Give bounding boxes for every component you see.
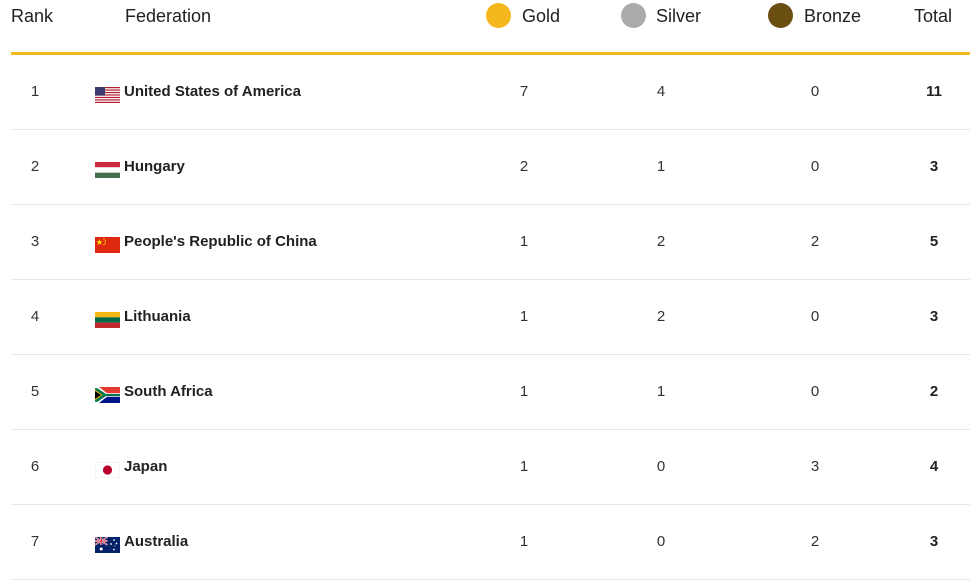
silver-count: 4 (656, 83, 666, 100)
bronze-count: 0 (810, 308, 820, 325)
table-row[interactable]: 7 Australia 1 0 (11, 505, 970, 580)
bronze-medal-icon (768, 3, 793, 28)
rank-cell: 1 (30, 83, 40, 100)
federation-header[interactable]: Federation (125, 6, 212, 26)
lithuania-flag-icon (95, 312, 120, 328)
usa-flag-icon (95, 87, 120, 103)
table-row[interactable]: 4 Lithuania 1 2 0 3 (11, 280, 970, 355)
australia-flag-icon (95, 537, 120, 553)
total-count: 3 (929, 158, 939, 175)
rank-cell: 3 (30, 233, 40, 250)
silver-count: 0 (656, 533, 666, 550)
silver-count: 2 (656, 308, 666, 325)
bronze-count: 0 (810, 83, 820, 100)
table-row[interactable]: 6 Japan 1 0 3 4 (11, 430, 970, 505)
south-africa-flag-icon (95, 387, 120, 403)
total-count: 5 (929, 233, 939, 250)
total-count: 4 (929, 458, 939, 475)
table-row[interactable]: 3 People's Republic of China 1 2 2 5 (11, 205, 970, 280)
total-count: 3 (929, 533, 939, 550)
japan-flag-icon (95, 462, 120, 478)
bronze-count: 3 (810, 458, 820, 475)
hungary-flag-icon (95, 162, 120, 178)
medal-table: Rank Federation Gold Silver Bronze Total… (11, 0, 970, 580)
total-count: 3 (929, 308, 939, 325)
silver-header[interactable]: Silver (656, 6, 702, 26)
federation-name[interactable]: Australia (124, 533, 189, 550)
silver-count: 2 (656, 233, 666, 250)
rank-cell: 4 (30, 308, 40, 325)
rank-cell: 2 (30, 158, 40, 175)
gold-medal-icon (486, 3, 511, 28)
gold-count: 1 (519, 533, 529, 550)
bronze-count: 2 (810, 233, 820, 250)
china-flag-icon (95, 237, 120, 253)
gold-count: 1 (519, 383, 529, 400)
rank-header[interactable]: Rank (11, 6, 54, 26)
bronze-count: 2 (810, 533, 820, 550)
gold-count: 1 (519, 233, 529, 250)
table-header: Rank Federation Gold Silver Bronze Total (11, 0, 970, 55)
gold-count: 2 (519, 158, 529, 175)
rank-cell: 7 (30, 533, 40, 550)
table-row[interactable]: 2 Hungary 2 1 0 3 (11, 130, 970, 205)
silver-count: 1 (656, 158, 666, 175)
bronze-header[interactable]: Bronze (804, 6, 862, 26)
total-count: 2 (929, 383, 939, 400)
gold-count: 1 (519, 308, 529, 325)
bronze-count: 0 (810, 158, 820, 175)
total-count: 11 (926, 83, 942, 100)
federation-name[interactable]: Lithuania (124, 308, 191, 325)
table-row[interactable]: 1 United States of America 7 4 0 11 (11, 55, 970, 130)
federation-name[interactable]: Japan (124, 458, 168, 475)
federation-name[interactable]: South Africa (124, 383, 213, 400)
gold-count: 7 (519, 83, 529, 100)
gold-header[interactable]: Gold (522, 6, 561, 26)
federation-name[interactable]: Hungary (124, 158, 185, 175)
federation-name[interactable]: People's Republic of China (124, 233, 317, 250)
rank-cell: 5 (30, 383, 40, 400)
silver-count: 0 (656, 458, 666, 475)
table-row[interactable]: 5 South Africa 1 1 0 2 (11, 355, 970, 430)
total-header[interactable]: Total (914, 6, 953, 26)
bronze-count: 0 (810, 383, 820, 400)
rank-cell: 6 (30, 458, 40, 475)
gold-count: 1 (519, 458, 529, 475)
federation-name[interactable]: United States of America (124, 83, 301, 100)
silver-medal-icon (621, 3, 646, 28)
silver-count: 1 (656, 383, 666, 400)
